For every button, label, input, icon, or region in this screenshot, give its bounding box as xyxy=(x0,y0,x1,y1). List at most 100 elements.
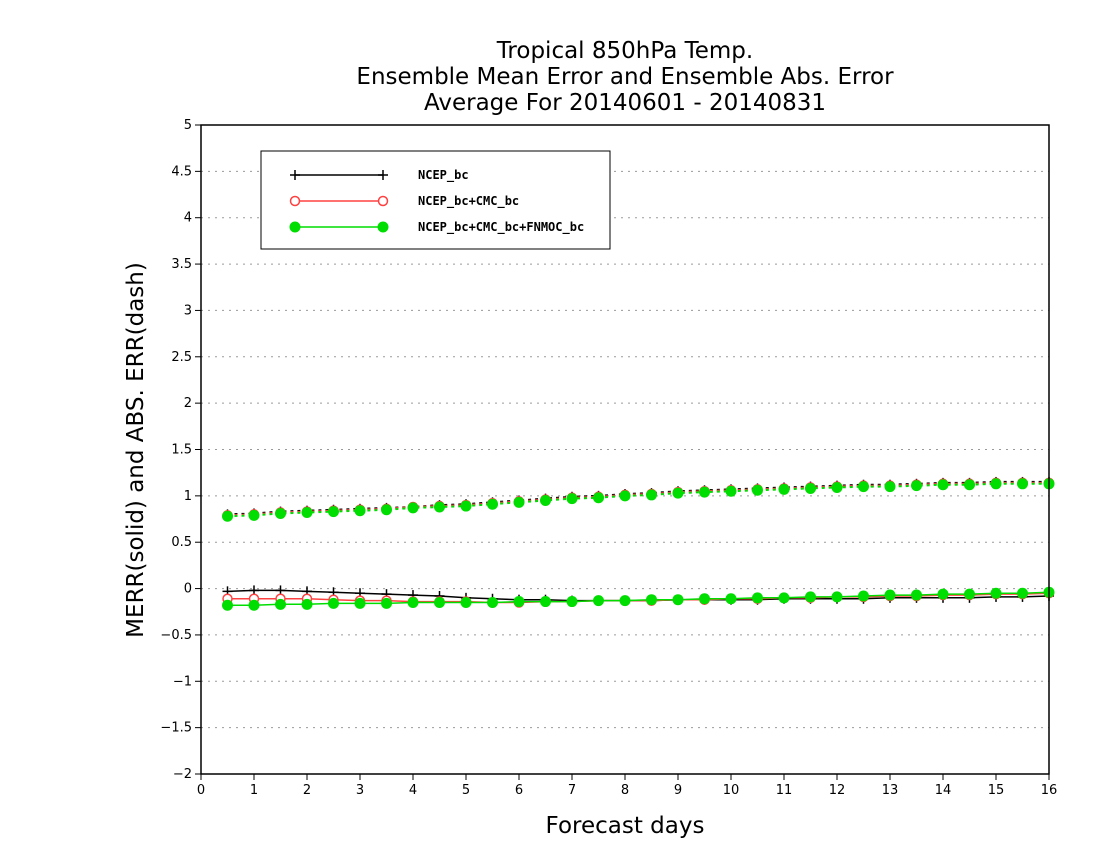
y-tick-label: 0.5 xyxy=(171,535,192,550)
legend-item-2-label: NCEP_bc+CMC_bc xyxy=(418,194,519,209)
series-3-abs-err-point xyxy=(699,486,710,498)
x-tick-label: 16 xyxy=(1041,783,1058,798)
x-tick-label: 7 xyxy=(568,783,576,798)
series-3-abs-err-point xyxy=(407,502,419,514)
series-3-abs-err-point xyxy=(831,482,843,494)
chart-title-line-2: Ensemble Mean Error and Ensemble Abs. Er… xyxy=(356,64,894,90)
series-3-merr-point xyxy=(831,591,843,603)
series-1-abs-err-line xyxy=(227,480,1049,516)
series-3-abs-err-point xyxy=(805,482,816,494)
series-3-merr-point xyxy=(487,596,498,608)
series-3-abs-err-point xyxy=(725,485,737,497)
series-3-merr-point xyxy=(990,587,1002,599)
series-3-merr-point xyxy=(884,589,896,601)
series-2 xyxy=(222,477,1055,608)
series-3-abs-err-point xyxy=(884,481,896,493)
series-3-merr-point xyxy=(222,599,233,611)
series-3-merr-point xyxy=(778,592,790,604)
legend-item-1-marker-left xyxy=(290,170,300,180)
legend-item-3: NCEP_bc+CMC_bc+FNMOC_bc xyxy=(289,220,584,235)
chart-title-line-1: Tropical 850hPa Temp. xyxy=(496,38,753,64)
series-3-merr-point xyxy=(460,596,472,608)
y-tick-label: 2 xyxy=(184,396,192,411)
series-3-abs-err-point xyxy=(381,504,392,516)
chart-title-line-3: Average For 20140601 - 20140831 xyxy=(424,90,826,116)
x-tick-label: 3 xyxy=(356,783,364,798)
series-3-merr-point xyxy=(672,594,684,606)
series-3-abs-err-point xyxy=(990,478,1002,490)
legend-item-3-marker-right xyxy=(377,221,389,233)
series-3-merr-point xyxy=(646,594,657,606)
series-3-merr-point xyxy=(699,593,710,605)
series-3-abs-err-point xyxy=(858,481,869,493)
x-tick-label: 13 xyxy=(882,783,899,798)
series-3-merr-point xyxy=(513,596,525,608)
y-tick-label: 1 xyxy=(184,489,192,504)
y-tick-label: −0.5 xyxy=(160,628,192,643)
series-3-abs-err-point xyxy=(937,479,949,491)
x-tick-label: 5 xyxy=(462,783,470,798)
series-3-merr-line xyxy=(227,591,1050,607)
x-tick-label: 14 xyxy=(935,783,952,798)
series-3-merr-point xyxy=(540,596,551,608)
series-3-abs-err-point xyxy=(752,484,763,496)
series-3-abs-err-point xyxy=(248,509,260,521)
y-tick-label: 0 xyxy=(184,582,192,597)
series-3-abs-err-point xyxy=(275,507,286,519)
grid-lines xyxy=(201,170,1049,729)
y-tick-label: 4.5 xyxy=(171,164,192,179)
series-3-merr-point xyxy=(937,588,949,600)
series-3 xyxy=(222,478,1055,611)
series-3-merr-point xyxy=(381,597,392,609)
series-3-merr-point xyxy=(407,596,419,608)
legend-item-1-marker-right xyxy=(378,170,388,180)
y-tick-label: 4 xyxy=(184,211,192,226)
x-tick-label: 11 xyxy=(776,783,793,798)
series-layer xyxy=(222,476,1055,611)
series-3-abs-err-point xyxy=(672,487,684,499)
series-3-abs-err-point xyxy=(1017,478,1028,490)
series-3-abs-err-point xyxy=(487,498,498,510)
series-3-abs-err-point xyxy=(593,492,604,504)
x-tick-label: 10 xyxy=(723,783,740,798)
x-tick-label: 0 xyxy=(197,783,205,798)
legend-item-3-label: NCEP_bc+CMC_bc+FNMOC_bc xyxy=(418,220,584,235)
x-tick-label: 2 xyxy=(303,783,311,798)
legend-item-3-marker-left xyxy=(289,221,301,233)
y-tick-label: 5 xyxy=(184,118,192,133)
series-3-abs-err-point xyxy=(460,500,472,512)
legend: NCEP_bc NCEP_bc+CMC_bc NCEP_bc+CMC_bc+FNMO… xyxy=(260,150,611,250)
series-3-abs-err-point xyxy=(301,507,313,519)
y-axis-label: MERR(solid) and ABS. ERR(dash) xyxy=(123,262,149,638)
series-3-abs-err-point xyxy=(646,489,657,501)
x-tick-label: 6 xyxy=(515,783,523,798)
series-3-merr-point xyxy=(301,598,313,610)
series-3-merr-point xyxy=(619,595,631,607)
x-tick-label: 12 xyxy=(829,783,846,798)
series-3-merr-point xyxy=(593,595,604,607)
x-tick-label: 9 xyxy=(674,783,682,798)
y-tick-label: 2.5 xyxy=(171,350,192,365)
series-3-abs-err-point xyxy=(354,505,366,517)
legend-item-2-marker-left xyxy=(289,195,301,207)
series-3-abs-err-point xyxy=(513,496,525,508)
series-3-merr-point xyxy=(1017,587,1028,599)
series-3-merr-point xyxy=(434,596,445,608)
series-3-abs-err-point xyxy=(222,510,233,522)
x-tick-label: 1 xyxy=(250,783,258,798)
series-3-merr-point xyxy=(248,599,260,611)
series-3-abs-err-point xyxy=(434,501,445,513)
series-3-abs-err-point xyxy=(778,483,790,495)
y-tick-label: −1 xyxy=(173,674,192,689)
series-3-merr-point xyxy=(752,592,763,604)
series-3-merr-point xyxy=(805,591,816,603)
series-3-merr-point xyxy=(964,588,975,600)
x-tick-label: 15 xyxy=(988,783,1005,798)
series-3-abs-err-point xyxy=(619,490,631,502)
y-axis: 5 4.5 4 3.5 3 2.5 2 1.5 1 0.5 0 −0.5 −1 −1.5 −2 xyxy=(160,118,201,782)
series-3-abs-err-point xyxy=(566,493,578,505)
series-3-merr-point xyxy=(275,598,286,610)
legend-item-1-label: NCEP_bc xyxy=(418,168,469,183)
series-3-abs-err-point xyxy=(540,494,551,506)
